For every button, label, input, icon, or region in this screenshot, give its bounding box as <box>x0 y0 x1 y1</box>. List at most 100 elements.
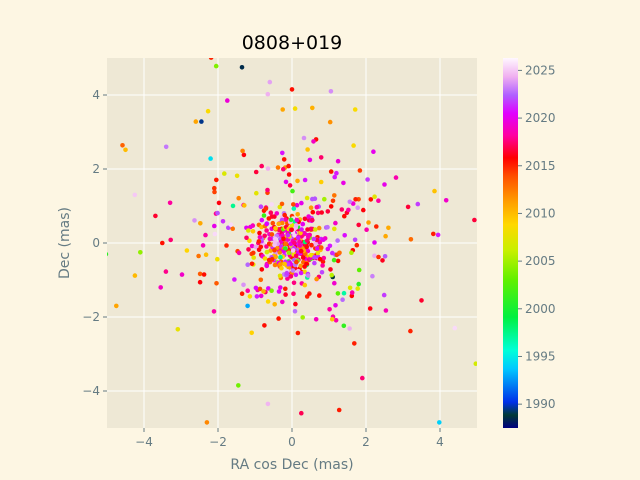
data-point <box>282 261 288 267</box>
data-point <box>259 163 265 169</box>
data-point <box>321 237 326 242</box>
data-point <box>383 308 389 313</box>
data-point <box>316 225 322 231</box>
data-point <box>305 273 311 278</box>
data-point <box>230 203 236 209</box>
data-point <box>332 280 337 286</box>
data-point <box>196 253 201 259</box>
data-point <box>312 254 317 260</box>
data-point <box>163 144 169 150</box>
data-point <box>215 210 220 216</box>
data-point <box>158 285 163 290</box>
data-point <box>372 194 377 199</box>
data-point <box>265 91 271 97</box>
data-point <box>334 170 339 176</box>
data-point <box>114 303 119 309</box>
data-point <box>290 188 295 194</box>
data-point <box>253 190 259 196</box>
data-point <box>269 202 274 207</box>
data-point <box>301 135 307 141</box>
data-point <box>386 225 391 231</box>
data-point <box>292 240 297 246</box>
data-point <box>302 230 307 236</box>
data-point <box>298 248 304 254</box>
data-point <box>264 249 270 255</box>
data-point <box>184 248 190 253</box>
data-point <box>212 189 217 195</box>
data-point <box>232 277 237 282</box>
y-axis-label: Dec (mas) <box>57 207 73 279</box>
data-point <box>246 228 251 233</box>
data-point <box>282 212 288 218</box>
data-point <box>240 148 245 154</box>
data-point <box>279 201 285 207</box>
data-point <box>299 227 304 232</box>
data-point <box>230 226 235 231</box>
data-point <box>212 231 218 237</box>
data-point <box>300 315 306 320</box>
colorbar-tick-label: 2015 <box>525 159 556 173</box>
data-point <box>258 293 264 299</box>
x-axis-ticks: −4 −2 0 2 4 <box>135 428 444 449</box>
data-point <box>354 242 360 248</box>
data-point <box>311 236 317 242</box>
data-point <box>283 246 288 251</box>
data-point <box>281 236 286 242</box>
data-point <box>310 209 316 215</box>
data-point <box>263 206 269 211</box>
data-point <box>342 213 347 219</box>
data-point <box>306 234 311 240</box>
data-point <box>346 207 351 213</box>
data-point <box>236 250 242 256</box>
data-point <box>299 410 304 416</box>
data-point <box>272 302 278 307</box>
data-point <box>340 297 345 303</box>
data-point <box>264 263 270 269</box>
data-point <box>245 262 250 268</box>
data-point <box>294 202 300 208</box>
data-point <box>279 265 284 271</box>
data-point <box>265 401 271 407</box>
data-point <box>277 273 283 279</box>
data-point <box>265 299 271 304</box>
data-point <box>299 200 304 206</box>
data-point <box>203 232 208 238</box>
data-point <box>368 197 374 202</box>
data-point <box>372 240 377 245</box>
data-point <box>337 250 342 256</box>
data-point <box>311 139 316 144</box>
data-point <box>335 258 341 264</box>
y-tick-label: −2 <box>82 310 100 324</box>
data-point <box>376 198 381 203</box>
data-point <box>288 217 294 223</box>
data-point <box>257 230 262 236</box>
data-point <box>347 285 353 291</box>
data-point <box>269 232 275 237</box>
data-point <box>335 238 340 243</box>
data-point <box>220 219 226 224</box>
data-point <box>213 63 219 69</box>
data-point <box>351 143 356 148</box>
data-point <box>360 375 365 381</box>
data-point <box>297 239 302 244</box>
data-point <box>272 262 278 268</box>
chart-title: 0808+019 <box>242 32 343 54</box>
data-point <box>302 177 308 183</box>
data-points <box>107 58 477 425</box>
data-point <box>393 175 399 180</box>
data-point <box>370 273 375 279</box>
data-point <box>295 235 301 241</box>
data-point <box>443 198 449 203</box>
y-tick-label: 4 <box>92 88 100 102</box>
data-point <box>203 252 209 257</box>
data-point <box>315 246 320 251</box>
data-point <box>267 236 273 242</box>
data-point <box>319 245 324 250</box>
data-point <box>472 217 477 223</box>
data-point <box>293 253 299 259</box>
x-axis-label: RA cos Dec (mas) <box>230 457 353 473</box>
data-point <box>294 217 300 223</box>
data-point <box>234 173 240 179</box>
data-point <box>225 98 230 103</box>
